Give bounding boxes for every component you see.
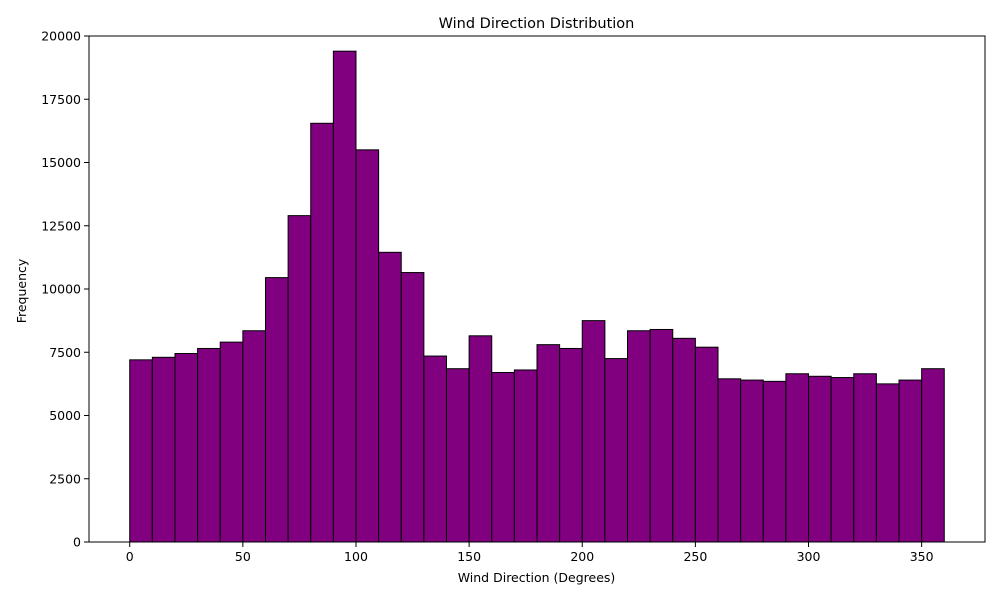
histogram-bar-280 xyxy=(762,380,787,543)
histogram-bar-180 xyxy=(536,344,561,543)
y-tick-label: 17500 xyxy=(41,92,81,107)
histogram-bar-310 xyxy=(830,377,855,543)
histogram-bar-60 xyxy=(264,277,289,543)
histogram-bar-320 xyxy=(853,373,877,543)
histogram-bar-100 xyxy=(355,149,380,543)
histogram-bar-340 xyxy=(898,379,923,543)
y-tick-label: 20000 xyxy=(41,29,81,44)
histogram-bar-350 xyxy=(921,368,945,543)
histogram-bar-240 xyxy=(672,337,696,543)
x-tick-label: 50 xyxy=(235,549,251,564)
y-tick-label: 7500 xyxy=(49,345,81,360)
histogram-bar-150 xyxy=(468,335,493,543)
y-tick-label: 2500 xyxy=(49,471,81,486)
bars-layer xyxy=(129,50,945,543)
histogram-bar-40 xyxy=(219,341,244,543)
histogram-bar-120 xyxy=(400,272,425,543)
histogram-bar-80 xyxy=(310,122,334,543)
histogram-bar-90 xyxy=(332,50,357,543)
histogram-bar-190 xyxy=(559,347,583,543)
histogram-bar-130 xyxy=(423,355,447,543)
histogram-bar-20 xyxy=(174,353,199,543)
histogram-bar-220 xyxy=(627,330,651,543)
histogram-bar-110 xyxy=(378,251,402,543)
histogram-bar-160 xyxy=(491,371,515,543)
y-axis-ticks: 0 2500 5000 7500 10000 12500 15000 17500 20000 xyxy=(41,29,89,550)
histogram-bar-210 xyxy=(604,358,629,543)
y-tick-label: 12500 xyxy=(41,218,81,233)
histogram-bar-260 xyxy=(717,378,742,543)
histogram-bar-10 xyxy=(151,356,176,543)
x-tick-label: 150 xyxy=(457,549,481,564)
chart-title: Wind Direction Distribution xyxy=(439,16,635,32)
x-axis-label: Wind Direction (Degrees) xyxy=(458,570,616,585)
y-tick-label: 15000 xyxy=(41,155,81,170)
histogram-bar-0 xyxy=(129,359,153,543)
histogram-bar-270 xyxy=(740,379,764,543)
x-axis-ticks: 0 50 100 150 200 250 300 350 xyxy=(126,542,934,564)
histogram-bar-250 xyxy=(694,346,719,543)
histogram-bar-200 xyxy=(581,320,606,543)
histogram-bar-70 xyxy=(287,215,312,543)
y-tick-label: 5000 xyxy=(49,408,81,423)
histogram-bar-330 xyxy=(875,383,900,543)
x-tick-label: 100 xyxy=(344,549,368,564)
y-tick-label: 0 xyxy=(73,535,81,550)
histogram-bar-50 xyxy=(242,330,266,543)
x-tick-label: 300 xyxy=(797,549,821,564)
histogram-bar-30 xyxy=(197,347,221,543)
x-tick-label: 250 xyxy=(683,549,707,564)
y-tick-label: 10000 xyxy=(41,282,81,297)
x-tick-label: 350 xyxy=(910,549,934,564)
histogram-bar-230 xyxy=(649,328,674,543)
histogram-bar-300 xyxy=(808,375,832,543)
x-tick-label: 0 xyxy=(126,549,134,564)
y-axis-label: Frequency xyxy=(14,258,29,323)
histogram-bar-140 xyxy=(445,368,470,543)
x-tick-label: 200 xyxy=(570,549,594,564)
histogram-bar-290 xyxy=(785,373,810,543)
histogram-bar-170 xyxy=(513,369,538,543)
